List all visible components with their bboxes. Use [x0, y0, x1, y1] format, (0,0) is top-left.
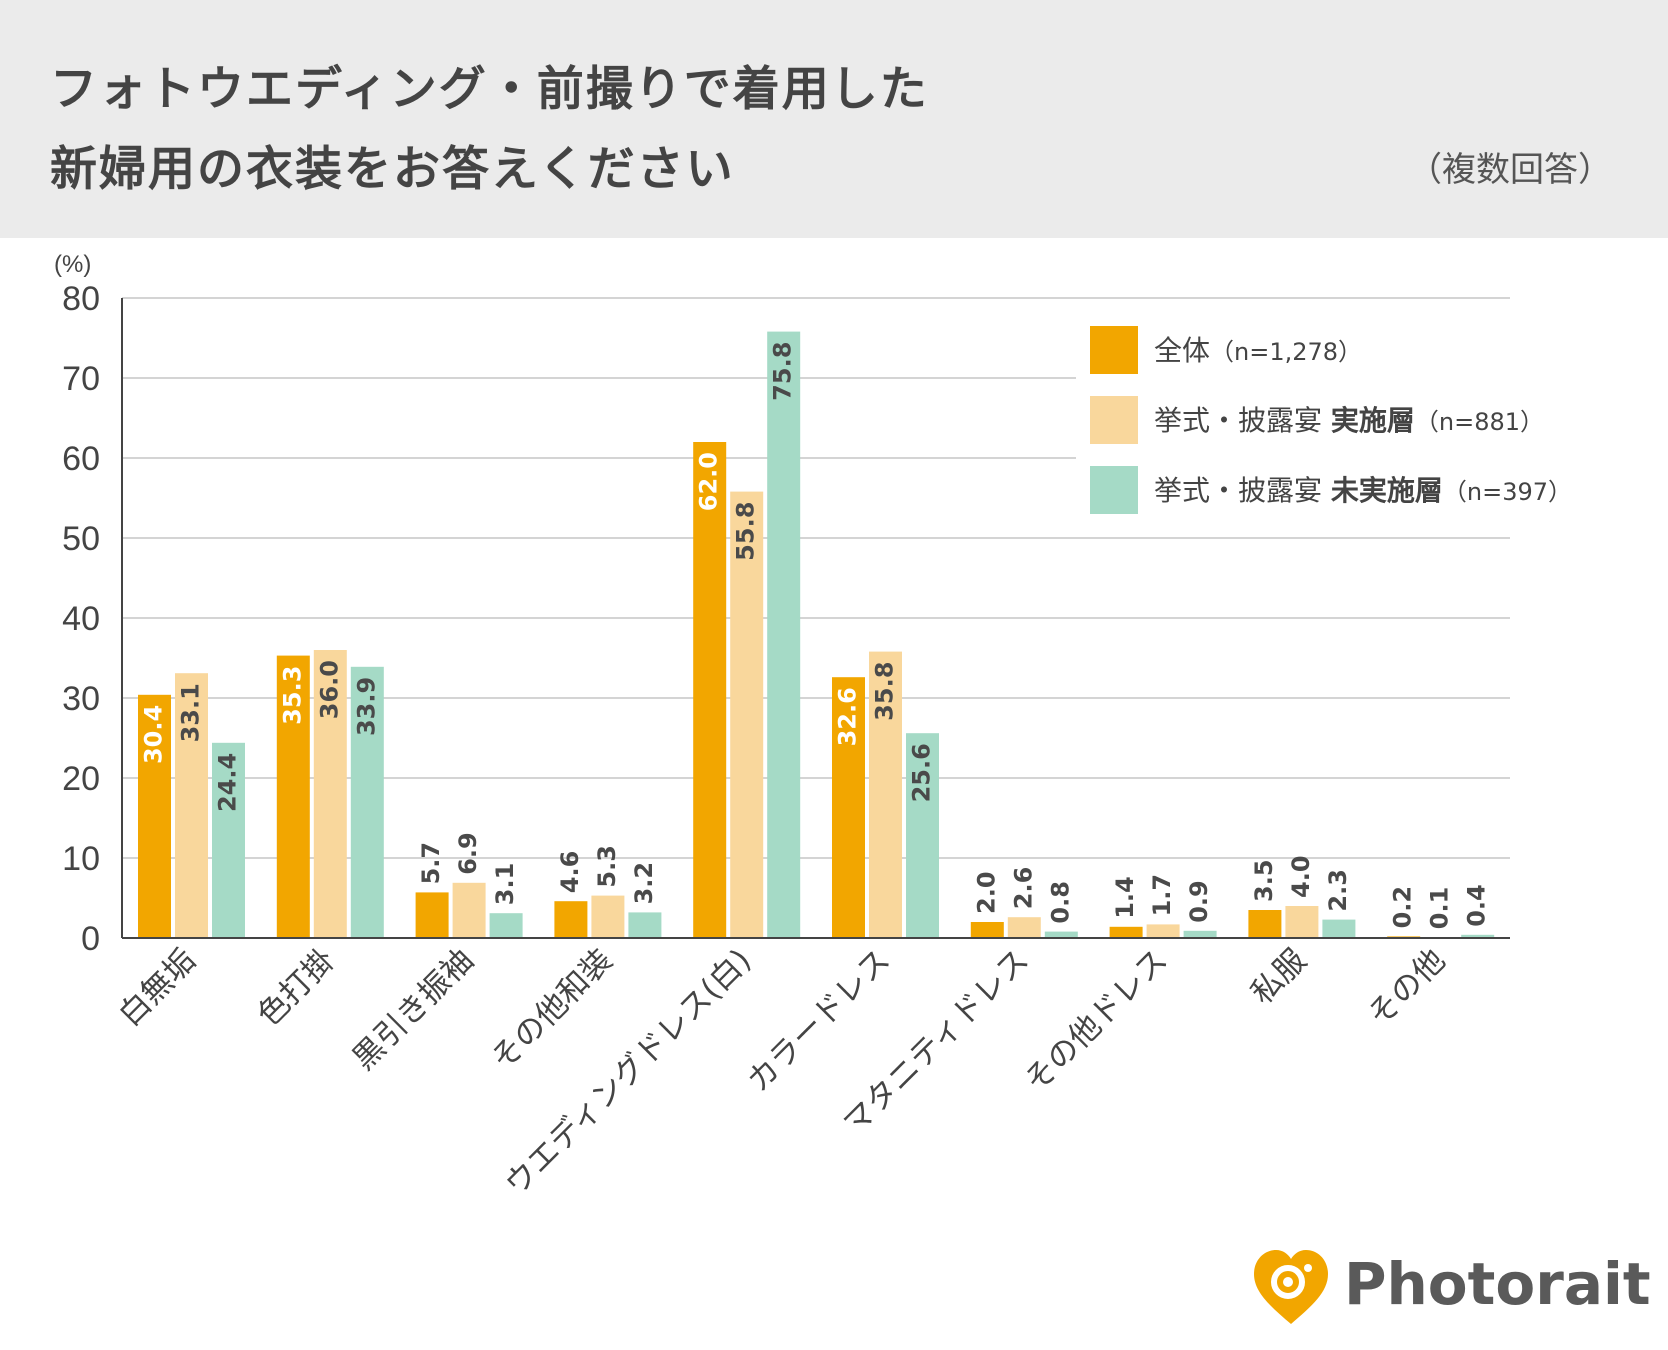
legend-background: [1076, 314, 1611, 514]
bar: [767, 331, 801, 939]
y-tick-label: 80: [62, 280, 100, 318]
bar: [489, 913, 523, 938]
y-tick-label: 40: [62, 600, 100, 638]
legend-swatch: [1090, 466, 1138, 514]
bar: [970, 922, 1004, 938]
x-tick-label: その他ドレス: [1018, 942, 1175, 1099]
y-tick-label: 10: [62, 840, 100, 878]
x-tick-label: その他和装: [484, 942, 619, 1077]
bar-value-label: 0.1: [1426, 887, 1454, 930]
bar: [175, 673, 208, 938]
heart-camera-icon: [1254, 1250, 1328, 1324]
bar-value-label: 0.4: [1463, 884, 1491, 927]
x-tick-label: 黒引き振袖: [346, 942, 481, 1077]
chart-title-line-1: フォトウエディング・前撮りで着用した: [50, 62, 929, 117]
x-tick-label: カラードレス: [740, 942, 897, 1099]
legend-swatch: [1090, 326, 1138, 374]
bars: 30.4 33.1 24.4 35.3 36.0 33.9 5.7 6.9 3.1 4.6 5.3 3…: [138, 331, 1495, 939]
bar-value-label: 62.0: [695, 452, 723, 511]
x-tick-label: 白無垢: [112, 942, 203, 1033]
bar-chart: 30.4 33.1 24.4 35.3 36.0 33.9 5.7 6.9 3.1 4.6 5.3 3…: [54, 251, 1611, 1202]
bar-value-label: 2.6: [1009, 867, 1037, 910]
y-tick-label: 70: [62, 360, 100, 398]
legend: 全体（n=1,278） 挙式・披露宴 実施層（n=881） 挙式・披露宴 未実施層（…: [1076, 314, 1611, 514]
bar: [1285, 906, 1319, 938]
bar: [212, 742, 245, 938]
bar-value-label: 30.4: [140, 705, 168, 764]
brand-name: Photorait: [1344, 1250, 1651, 1318]
y-tick-label: 30: [62, 680, 100, 718]
bar: [1146, 924, 1180, 938]
bar: [693, 442, 727, 938]
bar: [350, 666, 384, 938]
bar-value-label: 36.0: [315, 660, 343, 719]
y-tick-label: 20: [62, 760, 100, 798]
bar-value-label: 25.6: [908, 743, 936, 802]
bar-value-label: 55.8: [732, 502, 760, 561]
bar-value-label: 33.9: [352, 677, 380, 736]
x-tick-label: その他: [1361, 942, 1452, 1033]
bar: [832, 677, 865, 938]
bar: [1109, 926, 1143, 938]
header-banner: フォトウエディング・前撮りで着用した 新婦用の衣装をお答えください （複数回答）: [0, 0, 1668, 238]
bar-value-label: 3.2: [630, 862, 658, 905]
y-tick-label: 60: [62, 440, 100, 478]
bar: [1248, 910, 1282, 938]
legend-swatch: [1090, 396, 1138, 444]
bar-value-label: 3.5: [1250, 859, 1278, 902]
bar: [1461, 934, 1495, 938]
bar: [313, 650, 347, 938]
x-tick-label: 私服: [1244, 942, 1313, 1011]
y-tick-label: 50: [62, 520, 100, 558]
bar: [1322, 919, 1356, 938]
y-axis-unit: (%): [54, 251, 91, 278]
bar-value-label: 35.8: [871, 662, 899, 721]
bar: [1007, 917, 1041, 938]
bar-value-label: 3.1: [491, 863, 519, 906]
legend-entry-label: 全体（n=1,278）: [1154, 334, 1362, 367]
bar: [906, 733, 939, 938]
bar-value-label: 4.6: [556, 851, 584, 894]
bar-value-label: 1.4: [1111, 876, 1139, 919]
bar: [628, 912, 662, 938]
bar: [1183, 930, 1217, 938]
chart-title-line-2: 新婦用の衣装をお答えください: [50, 142, 735, 197]
x-tick-label: ウエディングドレス(白): [498, 942, 758, 1202]
bar: [415, 892, 449, 938]
bar: [276, 655, 310, 938]
bar: [730, 491, 764, 938]
bar: [1044, 931, 1078, 938]
bar-value-label: 0.2: [1389, 886, 1417, 929]
photorait-logo: Photorait: [1252, 1248, 1651, 1328]
bar: [554, 901, 588, 938]
bar-value-label: 6.9: [454, 832, 482, 875]
bar: [138, 694, 171, 938]
x-tick-label: 色打掛: [251, 942, 342, 1033]
bar-value-label: 35.3: [278, 666, 306, 725]
bar-value-label: 0.9: [1185, 880, 1213, 923]
bar-value-label: 75.8: [769, 342, 797, 401]
bar-value-label: 0.8: [1046, 881, 1074, 924]
multiple-answer-note: （複数回答）: [1408, 150, 1612, 190]
bar-value-label: 2.3: [1324, 869, 1352, 912]
bar: [591, 895, 625, 938]
legend-entry-label: 挙式・披露宴 未実施層（n=397）: [1154, 474, 1572, 507]
bar-value-label: 2.0: [972, 871, 1000, 914]
bar-value-label: 5.7: [417, 842, 445, 885]
legend-entry-label: 挙式・披露宴 実施層（n=881）: [1154, 404, 1544, 437]
bar-value-label: 5.3: [593, 845, 621, 888]
bar: [452, 882, 486, 938]
y-tick-label: 0: [81, 920, 100, 958]
bar-value-label: 4.0: [1287, 855, 1315, 898]
bar-value-label: 1.7: [1148, 874, 1176, 917]
bar-value-label: 24.4: [214, 753, 242, 812]
bar-value-label: 32.6: [834, 687, 862, 746]
bar: [869, 651, 902, 938]
bar-value-label: 33.1: [177, 683, 205, 742]
